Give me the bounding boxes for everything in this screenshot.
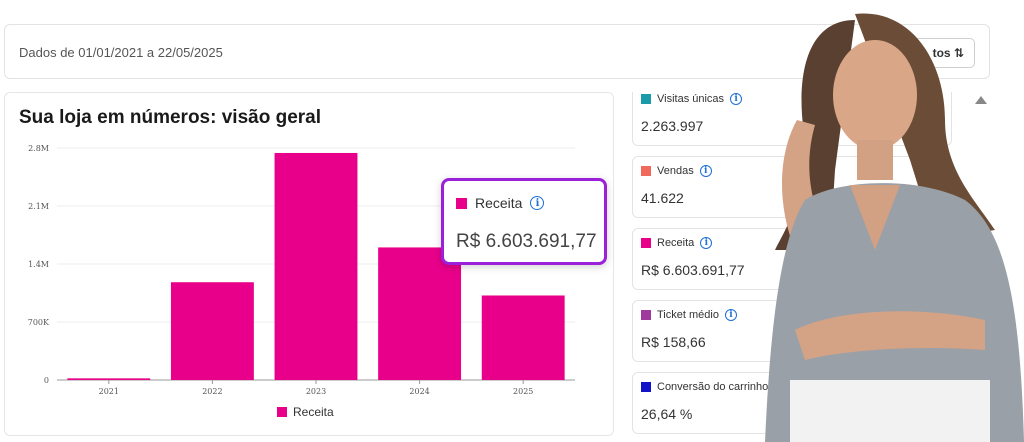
- metric-label: Receita: [657, 237, 695, 249]
- tooltip-swatch: [456, 197, 467, 209]
- crossed-arm: [795, 311, 985, 360]
- metric-swatch: [641, 310, 651, 320]
- y-tick-label: 1.4M: [28, 260, 49, 269]
- metric-swatch: [641, 94, 651, 104]
- metric-label: Visitas únicas: [657, 93, 725, 105]
- info-icon[interactable]: i: [699, 165, 712, 177]
- bar-2022[interactable]: [170, 282, 254, 380]
- white-pants: [790, 380, 990, 442]
- tooltip-value: R$ 6.603.691,77: [456, 231, 597, 252]
- metric-label: Ticket médio: [657, 309, 719, 321]
- metric-value: 41.622: [641, 190, 684, 206]
- chart-tooltip: Receita i R$ 6.603.691,77: [441, 178, 607, 265]
- y-tick-label: 2.8M: [28, 144, 49, 153]
- bar-2025[interactable]: [481, 295, 565, 380]
- hair-left: [775, 20, 855, 250]
- revenue-bar-chart: 0 700K 1.4M 2.1M 2.8M 2021 2022 2023 2024 2025: [28, 144, 575, 396]
- tooltip-header: Receita i: [456, 195, 545, 211]
- metric-swatch: [641, 166, 651, 176]
- metric-label: Vendas: [657, 165, 694, 177]
- legend-label: Receita: [293, 405, 334, 419]
- scroll-up-arrow[interactable]: [975, 96, 987, 104]
- x-tick-label: 2022: [202, 387, 222, 396]
- tooltip-label: Receita: [475, 195, 523, 211]
- legend-swatch: [277, 407, 287, 417]
- presenter-photo: [765, 13, 1024, 442]
- bar-2021[interactable]: [67, 378, 151, 380]
- metric-value: 2.263.997: [641, 118, 704, 134]
- info-icon[interactable]: i: [700, 237, 713, 249]
- info-icon[interactable]: i: [730, 93, 743, 105]
- bar-2023[interactable]: [274, 152, 358, 380]
- y-tick-label: 0: [44, 376, 49, 385]
- y-tick-label: 2.1M: [28, 202, 49, 211]
- metric-header: Visitas únicas i: [641, 93, 743, 105]
- neck: [857, 140, 893, 180]
- metric-swatch: [641, 382, 651, 392]
- x-tick-label: 2024: [409, 387, 429, 396]
- face: [833, 40, 917, 150]
- metric-header: Ticket médio i: [641, 309, 737, 321]
- metric-value: R$ 6.603.691,77: [641, 262, 745, 278]
- metric-value: R$ 158,66: [641, 334, 706, 350]
- y-tick-label: 700K: [28, 318, 50, 327]
- x-tick-label: 2023: [306, 387, 326, 396]
- metric-header: Vendas i: [641, 165, 712, 177]
- info-icon[interactable]: i: [724, 309, 737, 321]
- metric-swatch: [641, 238, 651, 248]
- x-tick-label: 2025: [513, 387, 533, 396]
- page-title: Sua loja em números: visão geral: [19, 107, 321, 128]
- chart-legend[interactable]: Receita: [277, 405, 334, 419]
- metric-label: Conversão do carrinho: [657, 381, 769, 393]
- bar-2024[interactable]: [378, 247, 462, 380]
- info-icon[interactable]: i: [530, 196, 545, 210]
- metric-value: 26,64 %: [641, 406, 693, 422]
- neckline: [850, 185, 900, 250]
- date-range-label: Dados de 01/01/2021 a 22/05/2025: [19, 45, 223, 60]
- x-tick-label: 2021: [99, 387, 119, 396]
- metric-header: Receita i: [641, 237, 713, 249]
